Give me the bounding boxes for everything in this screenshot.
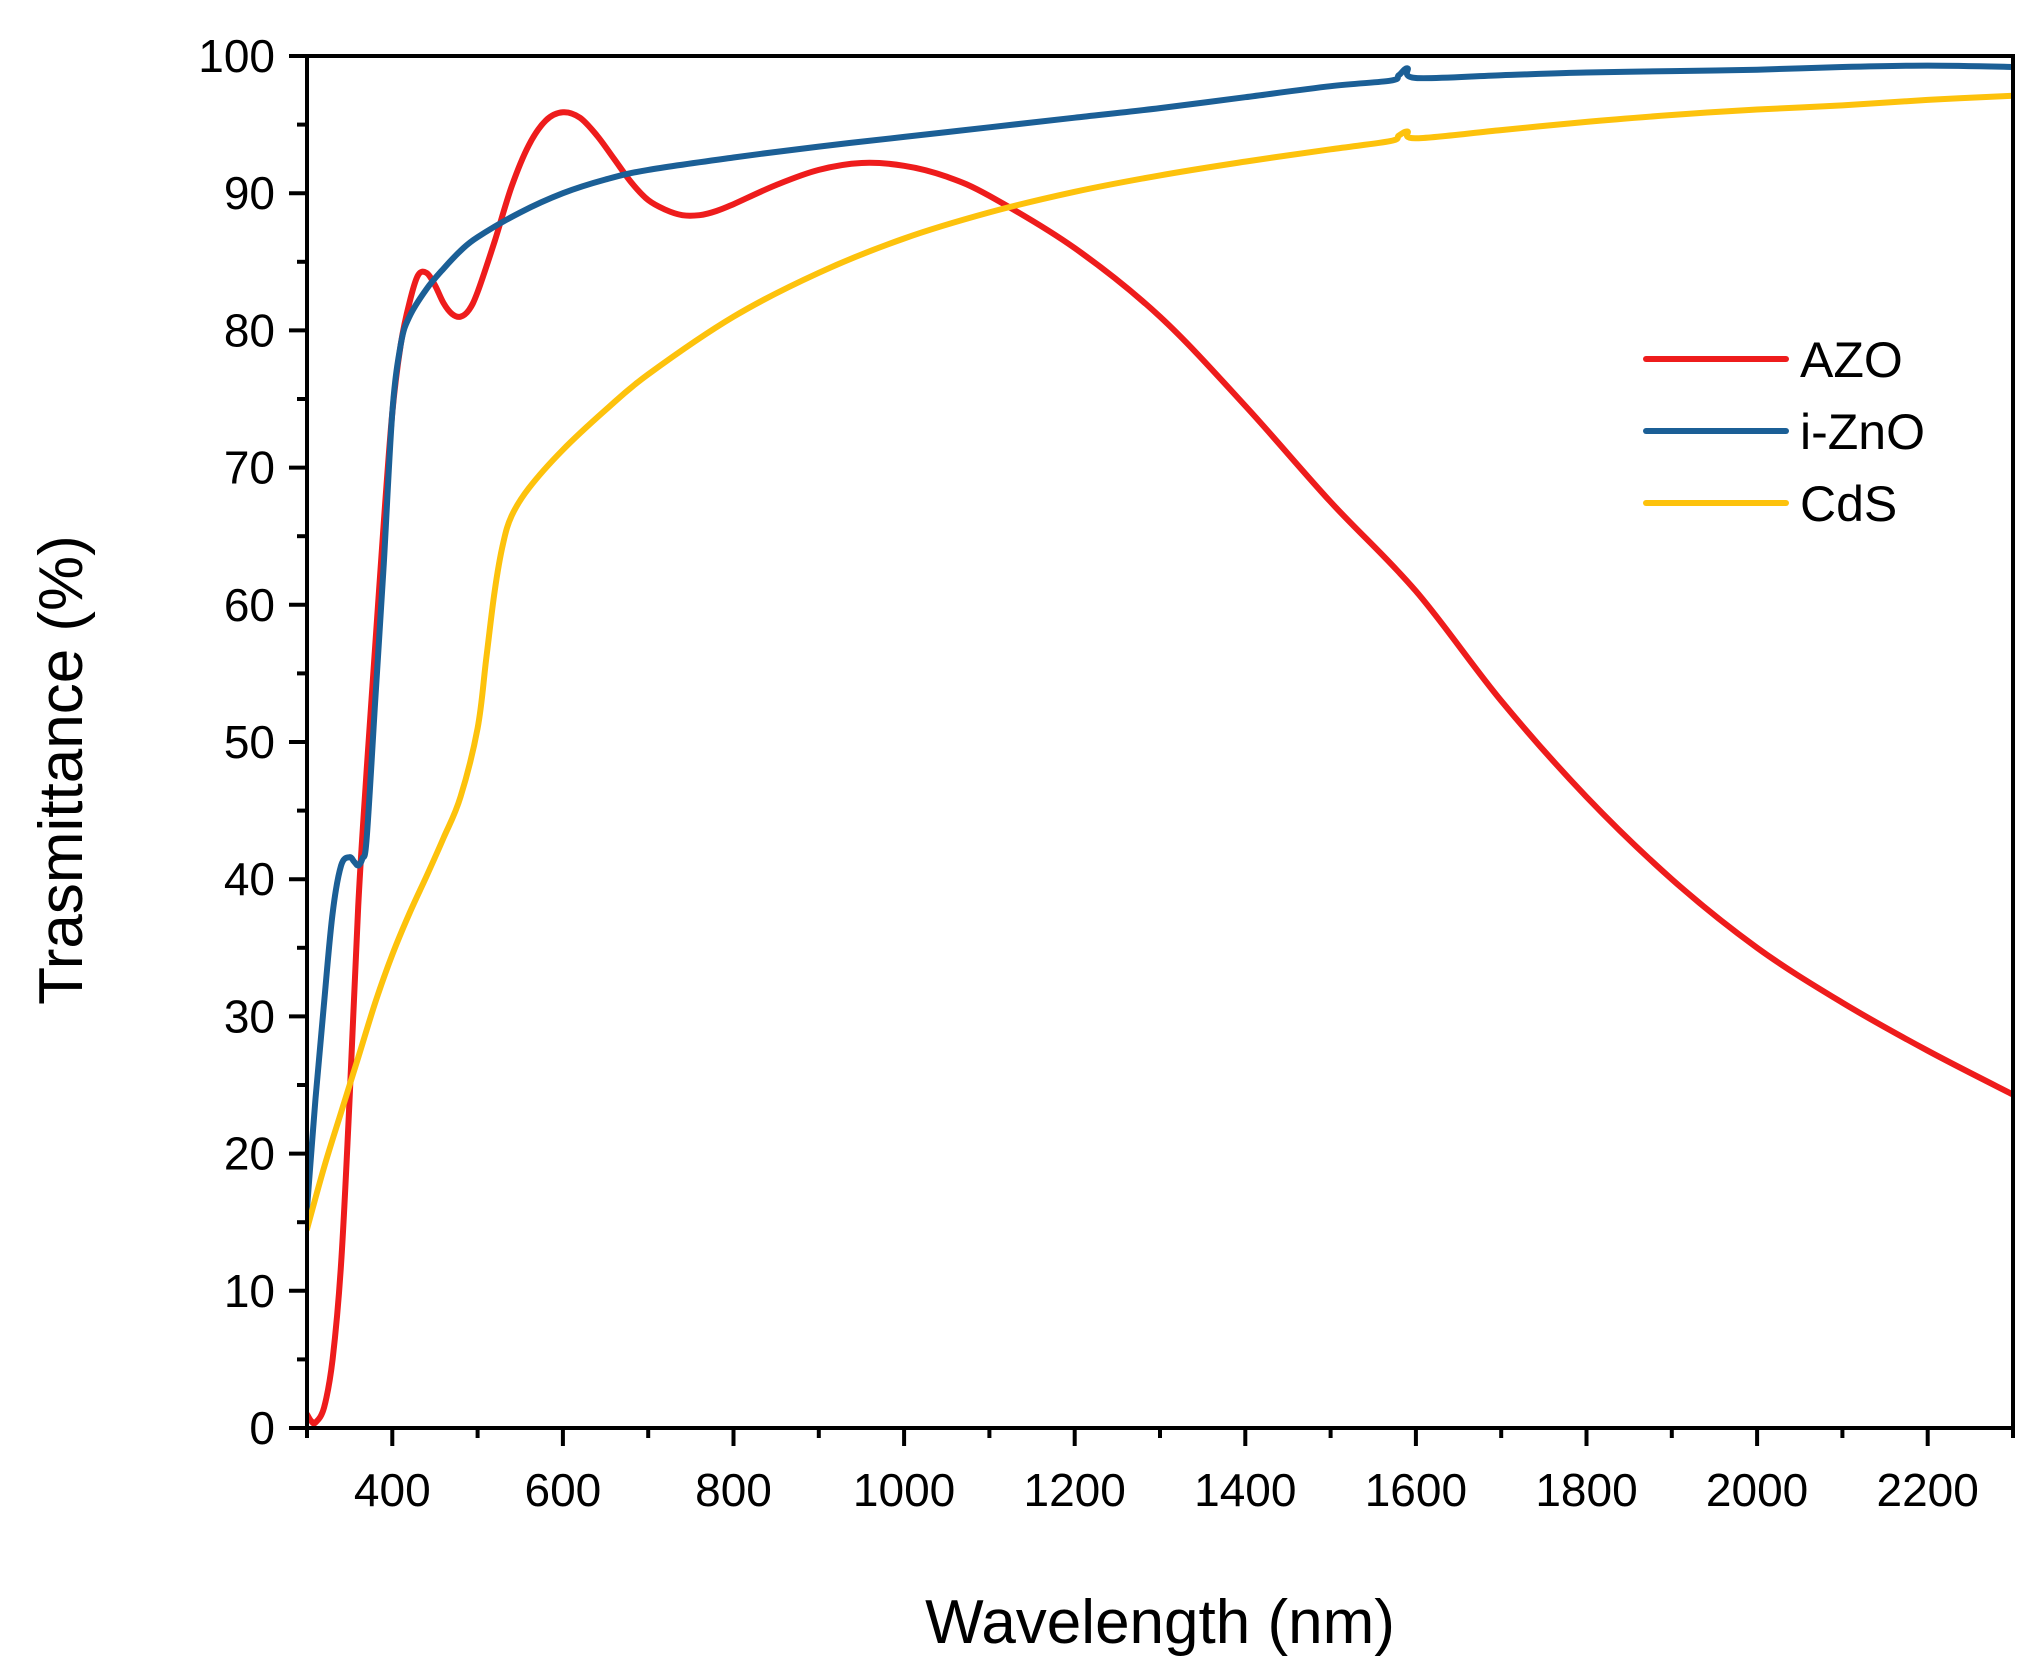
plot-frame-rect — [305, 54, 2015, 1430]
legend-label-cds: CdS — [1800, 476, 1897, 532]
y-tick-label-100: 100 — [198, 30, 275, 82]
series-layer — [307, 62, 2013, 1427]
axis-ticks: 400 600 800 1000 1200 1400 1600 1800 2000 2200 0 10… — [198, 30, 2015, 1516]
x-tick-label-1400: 1400 — [1194, 1464, 1296, 1516]
y-tick-label-80: 80 — [224, 304, 275, 356]
plot-frame — [305, 54, 2015, 1430]
y-tick-label-90: 90 — [224, 167, 275, 219]
legend: AZO i-ZnO CdS — [1643, 332, 1925, 532]
x-tick-label-1200: 1200 — [1024, 1464, 1126, 1516]
y-tick-label-50: 50 — [224, 716, 275, 768]
series-line-cds — [307, 92, 2013, 1233]
x-tick-label-600: 600 — [525, 1464, 602, 1516]
x-tick-label-800: 800 — [695, 1464, 772, 1516]
y-axis-title: Trasmittance (%) — [27, 535, 96, 1005]
x-axis-title: Wavelength (nm) — [925, 1588, 1395, 1657]
x-tick-label-1600: 1600 — [1365, 1464, 1467, 1516]
y-tick-label-30: 30 — [224, 990, 275, 1042]
x-tick-label-400: 400 — [354, 1464, 431, 1516]
x-tick-label-2200: 2200 — [1877, 1464, 1979, 1516]
y-tick-label-10: 10 — [224, 1265, 275, 1317]
legend-label-i-zno: i-ZnO — [1800, 404, 1925, 460]
x-tick-label-1800: 1800 — [1535, 1464, 1637, 1516]
x-tick-label-2000: 2000 — [1706, 1464, 1808, 1516]
y-tick-label-60: 60 — [224, 579, 275, 631]
y-tick-label-70: 70 — [224, 442, 275, 494]
series-line-azo — [307, 109, 2013, 1427]
y-tick-label-40: 40 — [224, 853, 275, 905]
series-line-i-zno — [307, 62, 2013, 1212]
y-tick-label-20: 20 — [224, 1128, 275, 1180]
x-tick-label-1000: 1000 — [853, 1464, 955, 1516]
legend-label-azo: AZO — [1800, 332, 1903, 388]
y-tick-label-0: 0 — [249, 1402, 275, 1454]
